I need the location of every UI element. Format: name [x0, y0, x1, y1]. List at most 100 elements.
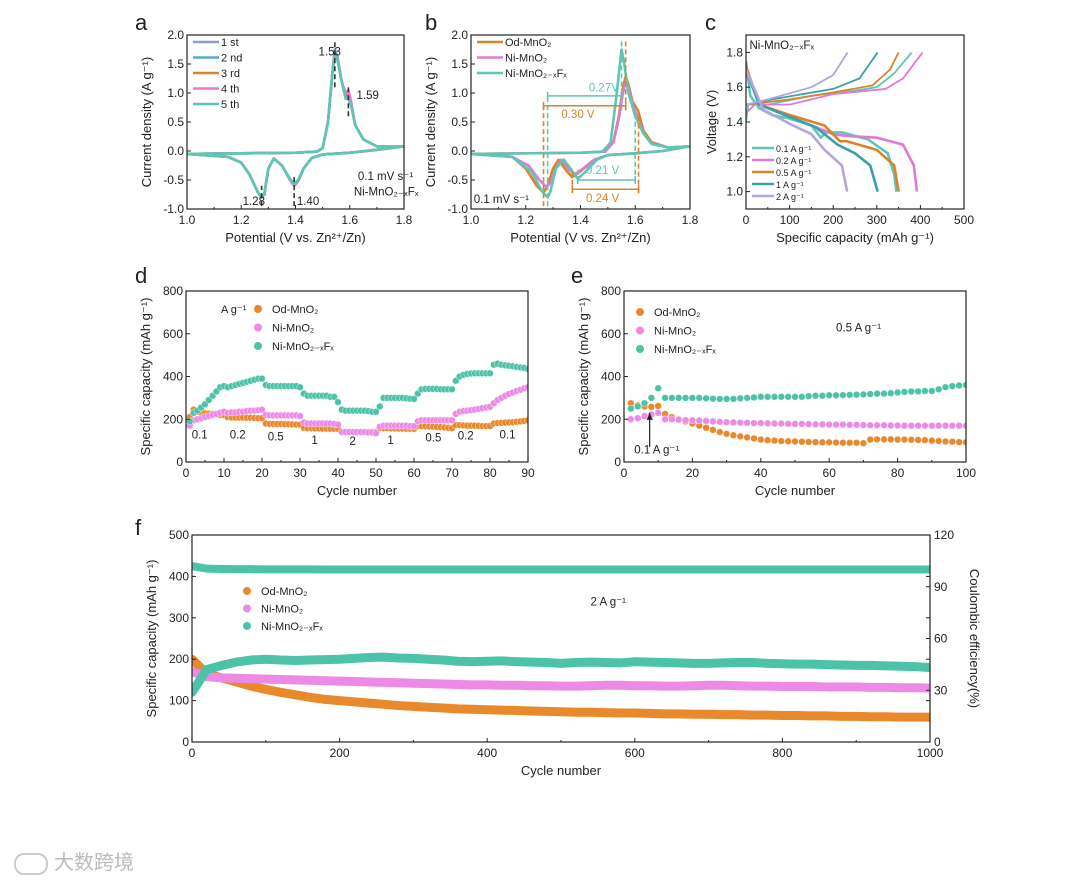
x-axis-title: Potential (V vs. Zn²⁺/Zn): [510, 230, 651, 245]
x-tick-label: 500: [954, 213, 974, 227]
data-point: [372, 408, 380, 416]
data-point: [866, 421, 874, 429]
data-point: [804, 420, 813, 428]
y-tick-label: -1.0: [447, 202, 468, 216]
x-tick-label: 200: [330, 746, 350, 760]
x-tick-label: 1000: [917, 746, 944, 760]
legend-label: 1 A g⁻¹: [776, 180, 804, 190]
y-tick-label: 1.0: [167, 86, 184, 100]
annotation: 1: [311, 435, 317, 447]
panel-b: b 1.0 1.2 1.4 1.6 1.8 -1.0 -0.5 0.0 0.5 1.0 1.5 2.0 P…: [423, 10, 699, 245]
data-point: [955, 381, 963, 390]
data-point: [900, 388, 909, 396]
legend-item: Od-MnO₂: [243, 586, 307, 598]
charge-curve: [746, 51, 849, 106]
plot-area: [746, 51, 924, 192]
data-point: [907, 436, 915, 444]
data-point: [770, 419, 779, 428]
data-point: [750, 419, 758, 427]
annotation: Ni-MnO₂₋ₓFₓ: [749, 40, 814, 52]
x-tick-label: 80: [891, 466, 905, 480]
data-point: [709, 395, 717, 403]
data-point: [784, 437, 792, 445]
data-point: [681, 394, 690, 402]
y-tick-label: 600: [163, 327, 183, 341]
legend-label: 2 A g⁻¹: [776, 192, 804, 202]
data-point: [791, 437, 799, 446]
data-point: [448, 385, 456, 394]
y-tick-label: 1.2: [726, 150, 743, 164]
series-0: [192, 654, 930, 722]
x-tick-label: 10: [217, 466, 231, 480]
data-point: [907, 421, 915, 430]
plot-area: [192, 562, 930, 722]
data-point: [948, 437, 957, 446]
data-point: [846, 421, 854, 429]
data-point: [839, 439, 847, 447]
x-tick-label: 200: [823, 213, 843, 227]
data-point: [928, 436, 936, 445]
legend-title: A g⁻¹: [221, 304, 247, 316]
legend-marker-icon: [254, 305, 262, 313]
y-tick-label: 1.8: [726, 45, 743, 59]
data-point: [695, 394, 703, 402]
x-tick-label: 30: [293, 466, 307, 480]
data-point: [859, 390, 868, 399]
data-point: [722, 395, 731, 403]
data-point: [798, 393, 806, 401]
legend-label: Ni-MnO₂: [654, 326, 696, 338]
x-tick-label: 70: [445, 466, 459, 480]
legend-marker-icon: [243, 622, 251, 630]
data-point: [661, 394, 669, 402]
data-point: [934, 421, 943, 430]
data-point: [647, 394, 656, 402]
annotation: 0.21 V: [586, 165, 620, 177]
data-point: [709, 426, 717, 434]
legend-marker-icon: [254, 342, 262, 350]
data-point: [798, 420, 806, 428]
x-tick-label: 600: [625, 746, 645, 760]
x-axis-title: Cycle number: [317, 483, 398, 498]
data-point: [955, 438, 963, 446]
y-tick-label: 400: [163, 370, 183, 384]
x-axis-title: Cycle number: [521, 763, 602, 778]
watermark-logo-icon: [14, 852, 48, 875]
data-point: [811, 392, 820, 400]
series-line: [187, 52, 404, 199]
legend-label: 1 st: [221, 37, 239, 49]
data-point: [675, 415, 683, 424]
legend-label: Od-MnO₂: [272, 304, 318, 316]
data-point: [880, 389, 888, 398]
x-tick-label: 400: [910, 213, 930, 227]
coulombic-efficiency-series: [192, 562, 930, 574]
legend-item: 0.2 A g⁻¹: [752, 156, 811, 166]
data-point: [887, 389, 895, 397]
legend: A g⁻¹ Od-MnO₂ Ni-MnO₂ Ni-MnO₂₋ₓFₓ: [221, 304, 334, 353]
data-point: [640, 399, 649, 407]
data-point: [743, 433, 751, 442]
data-point: [798, 437, 806, 446]
x-tick-label: 1.4: [287, 213, 304, 227]
annotation: 0.5 A g⁻¹: [836, 323, 881, 335]
legend-label: 0.2 A g⁻¹: [776, 156, 811, 166]
x-tick-label: 20: [255, 466, 269, 480]
arrow-head-icon: [646, 412, 653, 420]
data-point: [688, 394, 697, 402]
legend-item: 0.1 A g⁻¹: [752, 144, 811, 154]
legend: Od-MnO₂ Ni-MnO₂ Ni-MnO₂₋ₓFₓ: [477, 37, 567, 80]
legend-label: Od-MnO₂: [654, 307, 700, 319]
y-axis-title: Current density (A g⁻¹): [423, 57, 438, 187]
data-point: [928, 421, 936, 430]
y-tick-label: 200: [169, 652, 189, 666]
series-1: [627, 409, 966, 430]
data-point: [941, 421, 950, 430]
panel-letter: a: [135, 10, 148, 35]
data-point: [729, 431, 738, 439]
legend-item: 2 A g⁻¹: [752, 192, 804, 202]
data-point: [702, 394, 710, 403]
data-point: [654, 402, 662, 410]
data-point: [887, 435, 895, 444]
legend-label: 5 th: [221, 99, 239, 111]
data-point: [893, 388, 902, 397]
